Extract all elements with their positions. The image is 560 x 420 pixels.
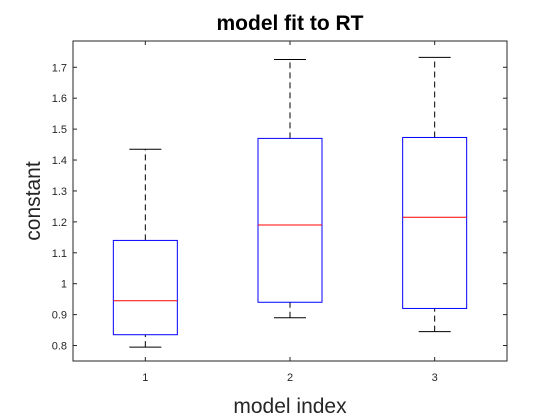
x-tick-label: 3: [432, 372, 438, 384]
x-tick-label: 1: [142, 372, 148, 384]
y-tick-label: 1: [61, 279, 67, 291]
iqr-box: [257, 137, 323, 303]
y-tick-label: 1.2: [52, 217, 67, 229]
box-3: [402, 56, 468, 333]
y-tick-label: 1.7: [52, 62, 67, 74]
x-tick-label: 2: [287, 372, 293, 384]
y-axis: 0.8 0.9 1 1.1 1.2 1.3 1.4 1.5 1.6 1.7: [52, 62, 507, 353]
y-tick-label: 1.5: [52, 124, 67, 136]
y-tick-label: 1.1: [52, 248, 67, 260]
box-1: [112, 148, 178, 348]
y-tick-label: 1.3: [52, 186, 67, 198]
y-axis-label: constant: [22, 161, 45, 241]
x-axis-label: model index: [233, 395, 347, 418]
y-tick-label: 0.9: [52, 310, 67, 322]
y-tick-label: 1.4: [52, 155, 67, 167]
y-tick-label: 1.6: [52, 93, 67, 105]
x-axis: 1 2 3: [142, 41, 438, 384]
iqr-box: [112, 239, 178, 336]
y-tick-label: 0.8: [52, 341, 67, 353]
chart-title: model fit to RT: [217, 12, 364, 35]
box-2: [257, 59, 323, 319]
iqr-box: [402, 136, 468, 309]
boxes-group: [112, 56, 468, 348]
